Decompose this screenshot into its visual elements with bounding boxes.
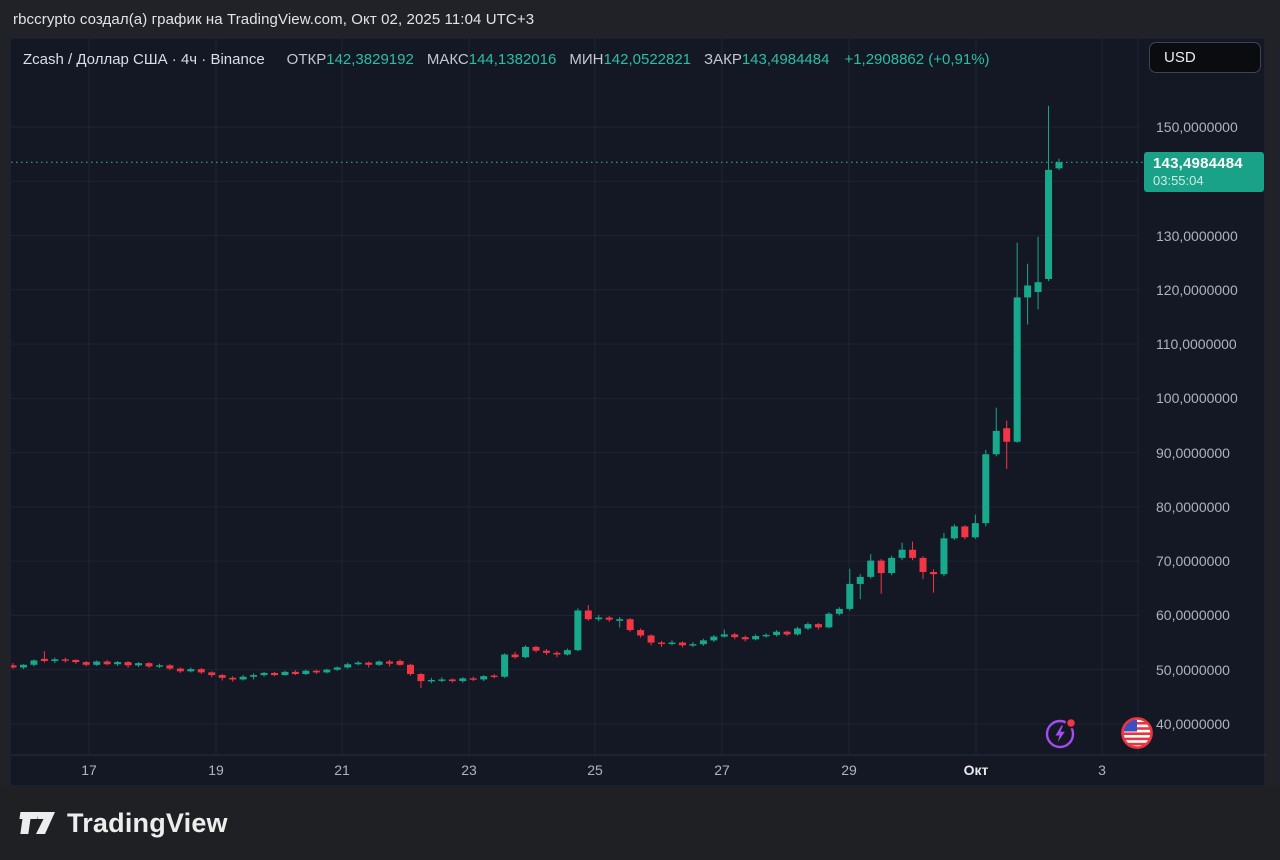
change-value: +1,2908862 (+0,91%) — [844, 50, 990, 68]
time-tick-label: 19 — [208, 762, 224, 778]
price-tick-label: 40,0000000 — [1156, 715, 1230, 732]
time-tick-label: 3 — [1098, 762, 1106, 778]
badge-price: 143,4984484 — [1153, 155, 1243, 172]
tradingview-logo-mark — [19, 812, 55, 834]
time-tick-label: 25 — [587, 762, 603, 778]
time-tick-label: 17 — [81, 762, 97, 778]
legend-close: ЗАКР 143,4984484 — [704, 50, 830, 68]
attribution-text: rbccrypto создал(а) график на TradingVie… — [13, 10, 535, 28]
footer-bar: TradingView — [0, 786, 1280, 860]
price-tick-label: 110,0000000 — [1156, 336, 1237, 353]
time-tick-label: 29 — [841, 762, 857, 778]
price-tick-label: 60,0000000 — [1156, 607, 1230, 624]
chart-widget: Zcash / Доллар США · 4ч · Binance ОТКР 1… — [10, 38, 1266, 787]
chart-legend[interactable]: Zcash / Доллар США · 4ч · Binance ОТКР 1… — [23, 49, 990, 69]
tradingview-logo-text: TradingView — [67, 807, 228, 838]
time-tick-label: Окт — [963, 762, 989, 778]
us-flag-icon — [1120, 716, 1154, 750]
price-tick-label: 70,0000000 — [1156, 553, 1230, 570]
price-tick-label: 90,0000000 — [1156, 444, 1230, 461]
tradingview-logo[interactable]: TradingView — [15, 808, 228, 839]
legend-open: ОТКР 142,3829192 — [286, 50, 414, 68]
spark-icon[interactable] — [1044, 716, 1078, 750]
time-tick-label: 21 — [334, 762, 350, 778]
time-tick-label: 27 — [714, 762, 730, 778]
symbol-title[interactable]: Zcash / Доллар США · 4ч · Binance — [23, 50, 265, 68]
time-tick-label: 23 — [461, 762, 477, 778]
price-tick-label: 120,0000000 — [1156, 281, 1238, 298]
badge-countdown: 03:55:04 — [1153, 173, 1204, 188]
price-tick-label: 50,0000000 — [1156, 661, 1230, 678]
legend-high: МАКС 144,1382016 — [426, 50, 557, 68]
price-tick-label: 100,0000000 — [1156, 390, 1238, 407]
price-tick-label: 130,0000000 — [1156, 227, 1238, 244]
legend-low: МИН 142,0522821 — [569, 50, 692, 68]
lightning-icon — [1045, 717, 1077, 749]
currency-button[interactable]: USD — [1149, 42, 1261, 73]
us-flag-circle — [1121, 717, 1153, 749]
attribution-bar: rbccrypto создал(а) график на TradingVie… — [0, 0, 1280, 38]
price-tick-label: 80,0000000 — [1156, 498, 1230, 515]
candlestick-chart[interactable] — [11, 39, 1266, 787]
price-tick-label: 150,0000000 — [1156, 119, 1238, 135]
current-price-badge: 143,4984484 03:55:04 — [1144, 152, 1264, 192]
